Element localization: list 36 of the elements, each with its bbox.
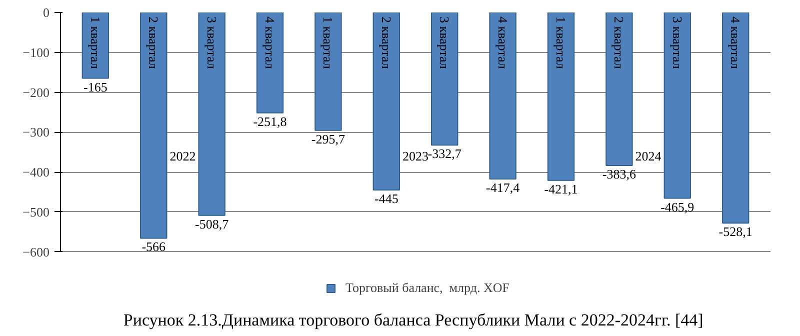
x-tick-label: 1 квартал xyxy=(553,16,568,70)
x-tick-label: 2 квартал xyxy=(146,16,162,70)
x-tick-label: 1 квартал xyxy=(320,16,336,70)
y-tick-label: 0 xyxy=(43,5,50,20)
x-tick-label: 4 квартал xyxy=(495,16,510,70)
annotation: 2022 xyxy=(170,148,196,164)
data-label: -528,1 xyxy=(718,224,752,240)
x-tick-label: 2 квартал xyxy=(612,16,627,70)
x-tick-label: 4 квартал xyxy=(262,16,278,70)
legend-label: Торговый баланс, млрд. XOF xyxy=(346,280,510,296)
y-tick-label: −100 xyxy=(22,44,50,60)
data-label: -566 xyxy=(142,239,166,254)
x-tick-label: 4 квартал xyxy=(728,16,744,70)
y-tick-label: −300 xyxy=(22,124,50,140)
data-label: -445 xyxy=(374,190,398,206)
x-tick-label: 3 квартал xyxy=(204,16,220,70)
data-label: -165 xyxy=(84,79,108,94)
data-label: -465,9 xyxy=(660,199,694,214)
y-tick-label: −400 xyxy=(22,164,50,180)
annotation: 2024 xyxy=(635,148,662,164)
annotation: 2023 xyxy=(402,148,428,164)
x-tick-label: 1 квартал xyxy=(88,16,103,70)
data-label: -295,7 xyxy=(311,131,346,146)
x-tick-label: 2 квартал xyxy=(378,16,394,70)
y-tick-label: −600 xyxy=(22,244,50,260)
data-label: -332,7 xyxy=(428,146,462,162)
y-tick-label: −500 xyxy=(22,204,50,220)
data-label: -417,4 xyxy=(486,180,520,195)
data-label: -508,7 xyxy=(195,216,230,232)
data-label: -251,8 xyxy=(253,114,287,129)
y-tick-label: −200 xyxy=(22,84,50,100)
x-tick-label: 3 квартал xyxy=(437,16,452,70)
x-tick-label: 3 квартал xyxy=(670,16,685,70)
text: Рисунок 2.13.Динамика торгового баланса Республики Мали с 2022-2024гг. [44] xyxy=(123,310,704,330)
data-label: -421,1 xyxy=(544,181,578,196)
data-label: -383,6 xyxy=(602,166,636,182)
